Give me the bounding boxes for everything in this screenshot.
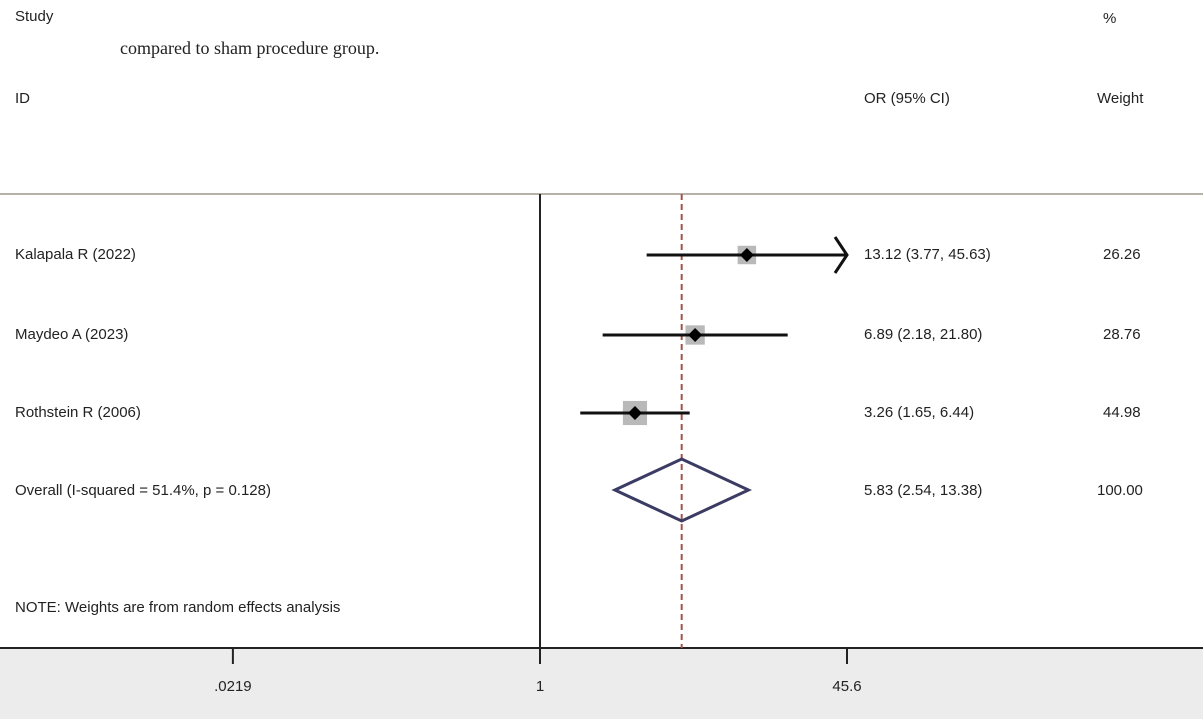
- overall-weight: 100.00: [1097, 482, 1143, 499]
- study-header: Study: [15, 8, 54, 25]
- id-header: ID: [15, 90, 30, 107]
- study-weight: 44.98: [1103, 404, 1141, 421]
- study-weight: 26.26: [1103, 246, 1141, 263]
- or-header: OR (95% CI): [864, 90, 950, 107]
- x-tick-label: .0219: [214, 678, 252, 695]
- weight-header: Weight: [1097, 90, 1144, 107]
- study-ci-text: 3.26 (1.65, 6.44): [864, 404, 975, 421]
- overall-diamond: [611, 457, 753, 523]
- axis-panel: [0, 648, 1203, 719]
- x-tick-label: 1: [536, 678, 544, 695]
- overall-label: Overall (I-squared = 51.4%, p = 0.128): [15, 482, 271, 499]
- study-weight: 28.76: [1103, 326, 1141, 343]
- study-ci-text: 13.12 (3.77, 45.63): [864, 246, 991, 263]
- x-tick-label: 45.6: [832, 678, 861, 695]
- weights-note: NOTE: Weights are from random effects an…: [15, 599, 341, 616]
- study-ci-text: 6.89 (2.18, 21.80): [864, 326, 983, 343]
- ci-arrow: [833, 236, 849, 274]
- caption-fragment: compared to sham procedure group.: [120, 38, 380, 58]
- study-label: Rothstein R (2006): [15, 404, 141, 421]
- point-estimate-diamond: [739, 248, 754, 262]
- point-estimate-diamond: [688, 328, 703, 342]
- point-estimate-diamond: [627, 406, 642, 420]
- study-label: Maydeo A (2023): [15, 326, 129, 343]
- study-label: Kalapala R (2022): [15, 246, 136, 263]
- percent-header: %: [1103, 10, 1117, 27]
- overall-ci-text: 5.83 (2.54, 13.38): [864, 482, 983, 499]
